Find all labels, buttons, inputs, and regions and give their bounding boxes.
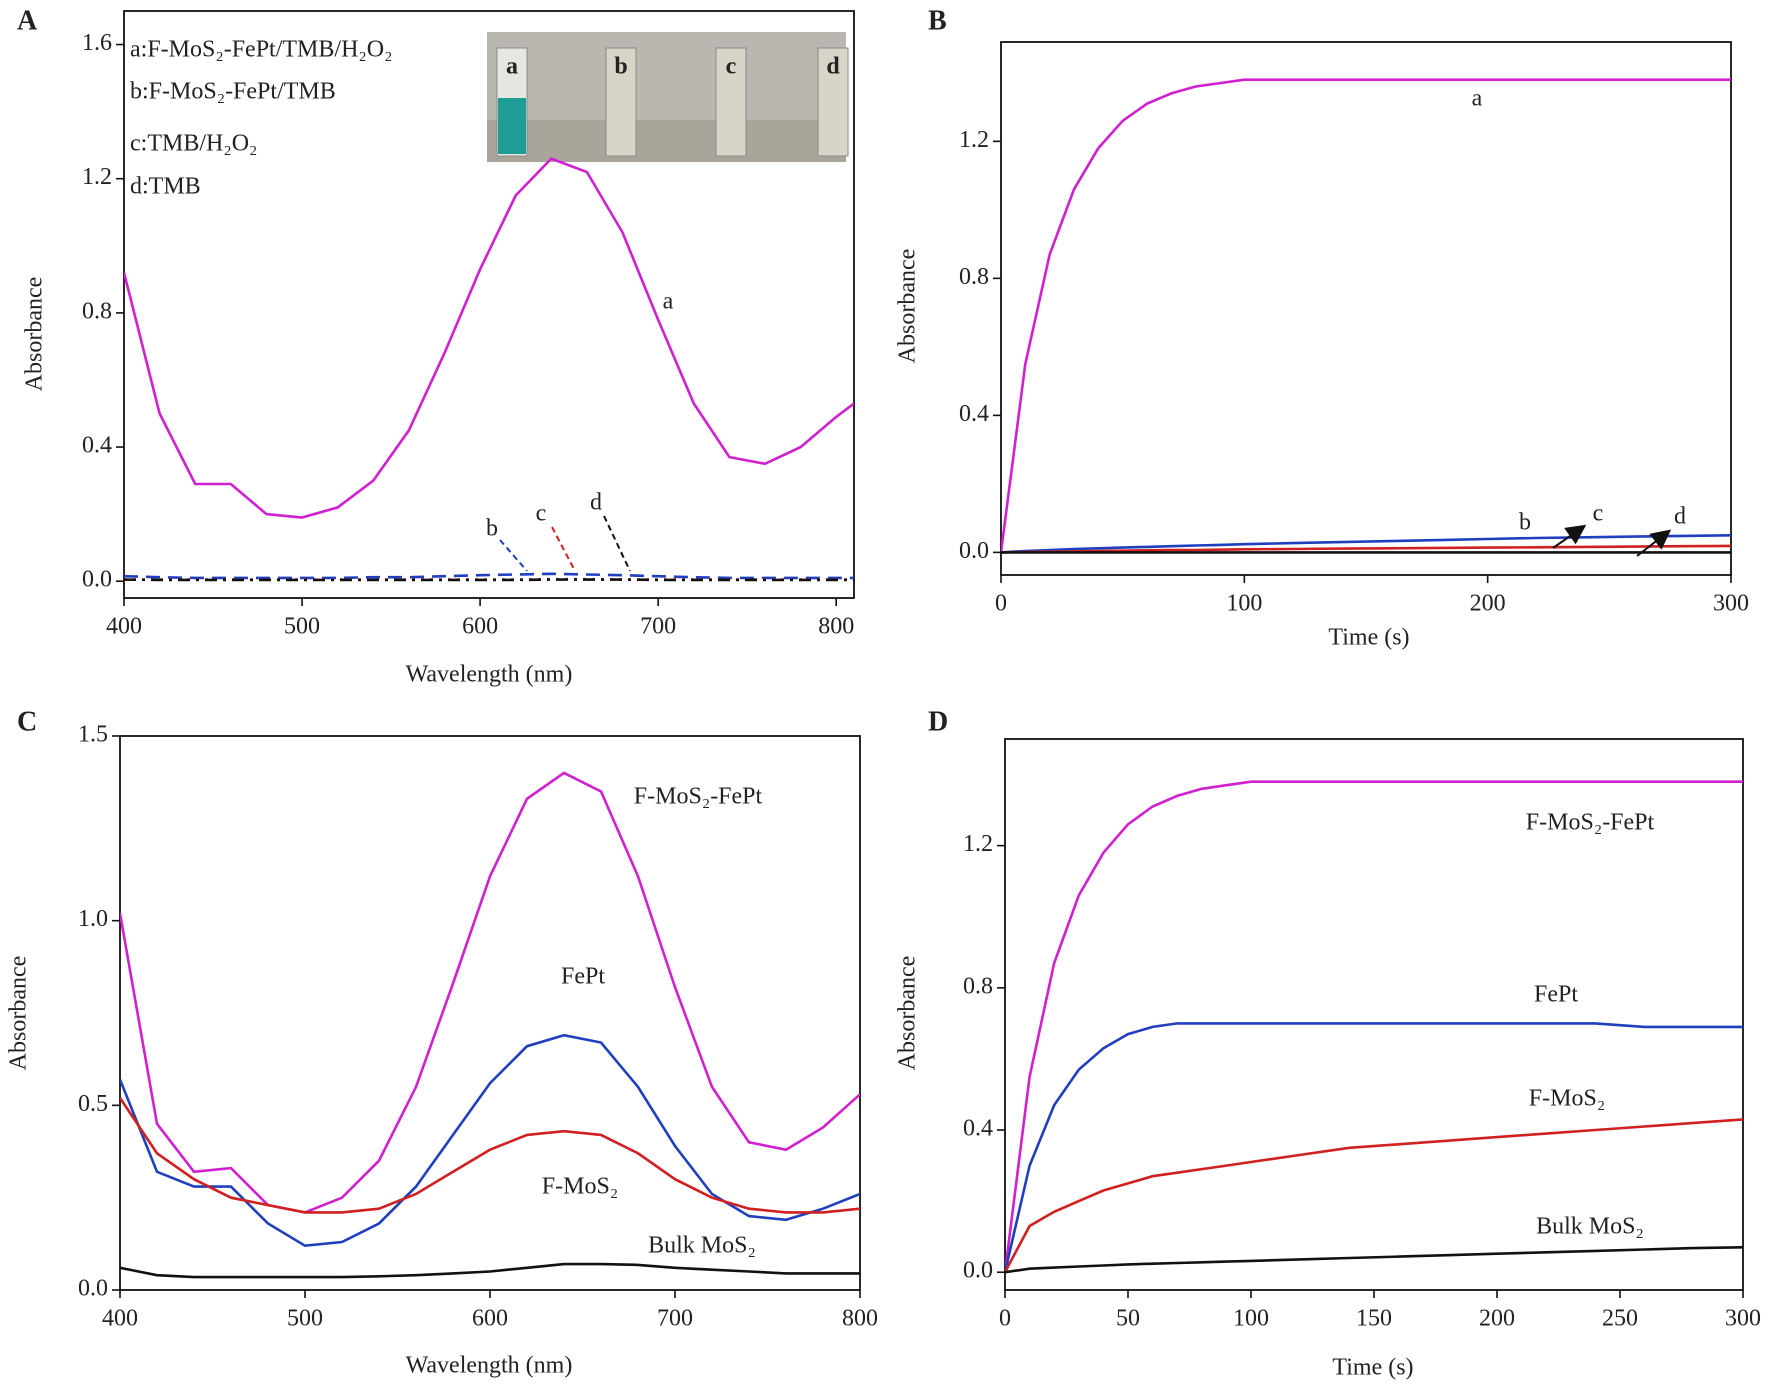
x-tick-label: 600 [472, 1306, 508, 1332]
x-tick-label: 400 [102, 1306, 138, 1332]
panel-letter: B [928, 5, 947, 36]
legend-text: b:F-MoS₂-FePt/TMB [130, 79, 336, 105]
x-tick-label: 700 [657, 1306, 693, 1332]
series-label: d [590, 490, 602, 516]
y-axis-title: Absorbance [6, 956, 32, 1071]
x-tick-label: 200 [1470, 591, 1506, 617]
vial [715, 47, 747, 157]
vial-liquid [498, 98, 526, 154]
y-axis-title: Absorbance [22, 277, 48, 392]
label-pointer [603, 515, 631, 572]
legend-text: d:TMB [130, 174, 201, 200]
x-tick-label: 800 [818, 614, 854, 640]
y-tick-label: 1.5 [78, 722, 108, 748]
label-arrow [1552, 524, 1587, 549]
data-line [120, 1097, 860, 1214]
plot-frame [1000, 41, 1732, 576]
inset-photo [487, 32, 849, 162]
y-tick-label: 0.5 [78, 1091, 108, 1117]
series-label: F-MoS₂-FePt [634, 784, 763, 810]
data-line [120, 1262, 860, 1279]
x-tick-label: 300 [1725, 1306, 1761, 1332]
y-tick-label: 1.6 [82, 30, 112, 56]
y-tick-label: 0.0 [963, 1258, 993, 1284]
plot-frame [119, 735, 861, 1291]
panel-letter: A [17, 5, 38, 36]
plot-frame [123, 10, 855, 599]
data-line [120, 771, 860, 1214]
y-tick-label: 0.4 [959, 401, 989, 427]
x-tick-label: 0 [999, 1306, 1011, 1332]
inset-label: b [614, 54, 627, 80]
x-tick-label: 250 [1602, 1306, 1638, 1332]
legend-text: c:TMB/H₂O₂ [130, 131, 257, 157]
x-tick-label: 600 [462, 614, 498, 640]
series-label: Bulk MoS₂ [648, 1233, 756, 1259]
data-line [124, 572, 854, 580]
series-label: F-MoS₂ [542, 1174, 618, 1200]
y-tick-label: 1.2 [82, 164, 112, 190]
y-axis-title: Absorbance [895, 249, 921, 364]
series-label: F-MoS₂ [1529, 1086, 1605, 1112]
series-label: Bulk MoS₂ [1536, 1214, 1644, 1240]
y-axis-title: Absorbance [895, 956, 921, 1071]
series-label: b [1519, 510, 1531, 536]
series-label: FePt [561, 964, 605, 990]
x-tick-label: 150 [1356, 1306, 1392, 1332]
legend-text: a:F-MoS₂-FePt/TMB/H₂O₂ [130, 37, 392, 63]
x-tick-label: 400 [106, 614, 142, 640]
series-label: F-MoS₂-FePt [1526, 810, 1655, 836]
x-tick-label: 500 [284, 614, 320, 640]
x-tick-label: 700 [640, 614, 676, 640]
panel-letter: C [17, 706, 37, 737]
y-tick-label: 1.2 [959, 127, 989, 153]
series-label: a [1472, 86, 1483, 112]
series-label: b [486, 516, 498, 542]
x-tick-label: 200 [1479, 1306, 1515, 1332]
x-axis-title: Wavelength (nm) [406, 662, 573, 688]
x-tick-label: 500 [287, 1306, 323, 1332]
series-label: d [1674, 504, 1686, 530]
x-axis-title: Wavelength (nm) [406, 1353, 573, 1379]
x-tick-label: 0 [995, 591, 1007, 617]
y-tick-label: 0.4 [82, 433, 112, 459]
x-tick-label: 100 [1226, 591, 1262, 617]
inset-table [487, 120, 846, 162]
data-line [1005, 1022, 1743, 1273]
x-tick-label: 50 [1116, 1306, 1140, 1332]
series-label: c [536, 501, 547, 527]
y-tick-label: 0.8 [82, 298, 112, 324]
y-tick-label: 0.0 [78, 1276, 108, 1302]
vial [605, 47, 637, 157]
series-label: FePt [1534, 982, 1578, 1008]
label-pointer [499, 539, 528, 572]
y-tick-label: 0.0 [82, 567, 112, 593]
inset-label: c [726, 54, 737, 80]
x-tick-label: 800 [842, 1306, 878, 1332]
y-tick-label: 0.8 [963, 973, 993, 999]
x-axis-title: Time (s) [1332, 1355, 1413, 1381]
series-label: c [1593, 501, 1604, 527]
label-pointer [551, 526, 576, 572]
vial [817, 47, 849, 157]
y-tick-label: 1.0 [78, 906, 108, 932]
y-tick-label: 0.4 [963, 1116, 993, 1142]
label-arrow [1636, 529, 1672, 557]
series-label: a [663, 289, 674, 315]
y-tick-label: 0.8 [959, 264, 989, 290]
data-line [1005, 1246, 1743, 1274]
data-line [124, 157, 854, 519]
inset-label: d [826, 54, 840, 80]
data-line [1005, 780, 1743, 1273]
y-tick-label: 1.2 [963, 831, 993, 857]
x-tick-label: 300 [1713, 591, 1749, 617]
x-axis-title: Time (s) [1328, 625, 1409, 651]
x-tick-label: 100 [1233, 1306, 1269, 1332]
data-line [1005, 1118, 1743, 1273]
data-line [1001, 78, 1731, 553]
y-tick-label: 0.0 [959, 538, 989, 564]
panel-letter: D [928, 706, 948, 737]
inset-label: a [506, 54, 518, 80]
